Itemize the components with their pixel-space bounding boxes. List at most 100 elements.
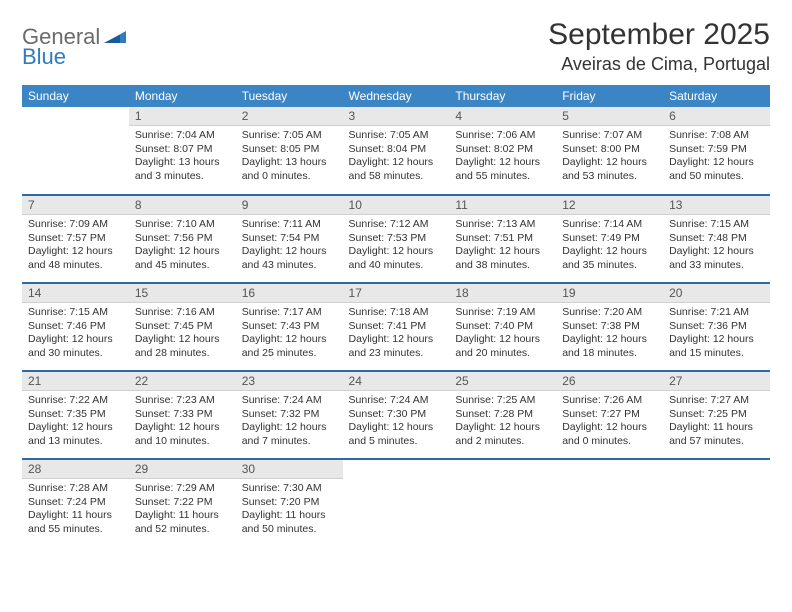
cell-content: Sunrise: 7:15 AMSunset: 7:48 PMDaylight:… bbox=[663, 215, 770, 278]
calendar-cell: 11Sunrise: 7:13 AMSunset: 7:51 PMDayligh… bbox=[449, 195, 556, 283]
date-number: 10 bbox=[343, 196, 450, 215]
calendar-cell: 30Sunrise: 7:30 AMSunset: 7:20 PMDayligh… bbox=[236, 459, 343, 547]
calendar-cell: 4Sunrise: 7:06 AMSunset: 8:02 PMDaylight… bbox=[449, 107, 556, 195]
calendar-row: 1Sunrise: 7:04 AMSunset: 8:07 PMDaylight… bbox=[22, 107, 770, 195]
cell-content: Sunrise: 7:24 AMSunset: 7:30 PMDaylight:… bbox=[343, 391, 450, 454]
date-number: 27 bbox=[663, 372, 770, 391]
date-number: 28 bbox=[22, 460, 129, 479]
date-number: 11 bbox=[449, 196, 556, 215]
calendar-cell: 18Sunrise: 7:19 AMSunset: 7:40 PMDayligh… bbox=[449, 283, 556, 371]
calendar-cell bbox=[449, 459, 556, 547]
cell-content: Sunrise: 7:12 AMSunset: 7:53 PMDaylight:… bbox=[343, 215, 450, 278]
calendar-cell: 28Sunrise: 7:28 AMSunset: 7:24 PMDayligh… bbox=[22, 459, 129, 547]
calendar-cell: 22Sunrise: 7:23 AMSunset: 7:33 PMDayligh… bbox=[129, 371, 236, 459]
calendar-cell: 19Sunrise: 7:20 AMSunset: 7:38 PMDayligh… bbox=[556, 283, 663, 371]
calendar-cell: 29Sunrise: 7:29 AMSunset: 7:22 PMDayligh… bbox=[129, 459, 236, 547]
calendar-cell: 1Sunrise: 7:04 AMSunset: 8:07 PMDaylight… bbox=[129, 107, 236, 195]
calendar-cell: 14Sunrise: 7:15 AMSunset: 7:46 PMDayligh… bbox=[22, 283, 129, 371]
calendar-cell: 2Sunrise: 7:05 AMSunset: 8:05 PMDaylight… bbox=[236, 107, 343, 195]
date-number: 20 bbox=[663, 284, 770, 303]
cell-content: Sunrise: 7:06 AMSunset: 8:02 PMDaylight:… bbox=[449, 126, 556, 189]
date-number: 4 bbox=[449, 107, 556, 126]
day-header: Saturday bbox=[663, 85, 770, 107]
calendar-cell bbox=[556, 459, 663, 547]
date-number: 23 bbox=[236, 372, 343, 391]
header: General September 2025 Aveiras de Cima, … bbox=[22, 18, 770, 75]
calendar-cell: 13Sunrise: 7:15 AMSunset: 7:48 PMDayligh… bbox=[663, 195, 770, 283]
date-number: 21 bbox=[22, 372, 129, 391]
calendar-cell: 8Sunrise: 7:10 AMSunset: 7:56 PMDaylight… bbox=[129, 195, 236, 283]
month-title: September 2025 bbox=[548, 18, 770, 52]
logo-text-blue: Blue bbox=[22, 44, 66, 69]
date-number: 2 bbox=[236, 107, 343, 126]
cell-content: Sunrise: 7:04 AMSunset: 8:07 PMDaylight:… bbox=[129, 126, 236, 189]
cell-content: Sunrise: 7:26 AMSunset: 7:27 PMDaylight:… bbox=[556, 391, 663, 454]
date-number: 30 bbox=[236, 460, 343, 479]
date-number: 19 bbox=[556, 284, 663, 303]
cell-content: Sunrise: 7:25 AMSunset: 7:28 PMDaylight:… bbox=[449, 391, 556, 454]
cell-content: Sunrise: 7:09 AMSunset: 7:57 PMDaylight:… bbox=[22, 215, 129, 278]
date-number: 22 bbox=[129, 372, 236, 391]
day-header-row: SundayMondayTuesdayWednesdayThursdayFrid… bbox=[22, 85, 770, 107]
calendar-cell: 6Sunrise: 7:08 AMSunset: 7:59 PMDaylight… bbox=[663, 107, 770, 195]
calendar-cell: 21Sunrise: 7:22 AMSunset: 7:35 PMDayligh… bbox=[22, 371, 129, 459]
date-number: 3 bbox=[343, 107, 450, 126]
calendar-cell: 16Sunrise: 7:17 AMSunset: 7:43 PMDayligh… bbox=[236, 283, 343, 371]
cell-content: Sunrise: 7:07 AMSunset: 8:00 PMDaylight:… bbox=[556, 126, 663, 189]
cell-content: Sunrise: 7:19 AMSunset: 7:40 PMDaylight:… bbox=[449, 303, 556, 366]
day-header: Tuesday bbox=[236, 85, 343, 107]
date-number: 8 bbox=[129, 196, 236, 215]
date-number: 29 bbox=[129, 460, 236, 479]
date-number: 7 bbox=[22, 196, 129, 215]
calendar-cell: 12Sunrise: 7:14 AMSunset: 7:49 PMDayligh… bbox=[556, 195, 663, 283]
cell-content: Sunrise: 7:23 AMSunset: 7:33 PMDaylight:… bbox=[129, 391, 236, 454]
date-number: 18 bbox=[449, 284, 556, 303]
calendar-row: 21Sunrise: 7:22 AMSunset: 7:35 PMDayligh… bbox=[22, 371, 770, 459]
calendar-cell bbox=[663, 459, 770, 547]
date-number: 26 bbox=[556, 372, 663, 391]
date-number: 13 bbox=[663, 196, 770, 215]
cell-content: Sunrise: 7:08 AMSunset: 7:59 PMDaylight:… bbox=[663, 126, 770, 189]
date-number: 12 bbox=[556, 196, 663, 215]
calendar-cell: 20Sunrise: 7:21 AMSunset: 7:36 PMDayligh… bbox=[663, 283, 770, 371]
cell-content: Sunrise: 7:27 AMSunset: 7:25 PMDaylight:… bbox=[663, 391, 770, 454]
calendar-cell: 25Sunrise: 7:25 AMSunset: 7:28 PMDayligh… bbox=[449, 371, 556, 459]
cell-content: Sunrise: 7:17 AMSunset: 7:43 PMDaylight:… bbox=[236, 303, 343, 366]
date-number: 9 bbox=[236, 196, 343, 215]
cell-content: Sunrise: 7:10 AMSunset: 7:56 PMDaylight:… bbox=[129, 215, 236, 278]
cell-content: Sunrise: 7:11 AMSunset: 7:54 PMDaylight:… bbox=[236, 215, 343, 278]
calendar-cell: 10Sunrise: 7:12 AMSunset: 7:53 PMDayligh… bbox=[343, 195, 450, 283]
cell-content: Sunrise: 7:21 AMSunset: 7:36 PMDaylight:… bbox=[663, 303, 770, 366]
calendar-cell: 24Sunrise: 7:24 AMSunset: 7:30 PMDayligh… bbox=[343, 371, 450, 459]
calendar-cell: 17Sunrise: 7:18 AMSunset: 7:41 PMDayligh… bbox=[343, 283, 450, 371]
calendar-row: 28Sunrise: 7:28 AMSunset: 7:24 PMDayligh… bbox=[22, 459, 770, 547]
calendar-cell: 23Sunrise: 7:24 AMSunset: 7:32 PMDayligh… bbox=[236, 371, 343, 459]
calendar-row: 7Sunrise: 7:09 AMSunset: 7:57 PMDaylight… bbox=[22, 195, 770, 283]
flag-icon bbox=[104, 29, 126, 45]
date-number: 6 bbox=[663, 107, 770, 126]
cell-content: Sunrise: 7:20 AMSunset: 7:38 PMDaylight:… bbox=[556, 303, 663, 366]
cell-content: Sunrise: 7:30 AMSunset: 7:20 PMDaylight:… bbox=[236, 479, 343, 542]
date-number: 14 bbox=[22, 284, 129, 303]
date-number: 15 bbox=[129, 284, 236, 303]
cell-content: Sunrise: 7:14 AMSunset: 7:49 PMDaylight:… bbox=[556, 215, 663, 278]
calendar-cell: 27Sunrise: 7:27 AMSunset: 7:25 PMDayligh… bbox=[663, 371, 770, 459]
calendar-row: 14Sunrise: 7:15 AMSunset: 7:46 PMDayligh… bbox=[22, 283, 770, 371]
cell-content: Sunrise: 7:05 AMSunset: 8:05 PMDaylight:… bbox=[236, 126, 343, 189]
cell-content: Sunrise: 7:28 AMSunset: 7:24 PMDaylight:… bbox=[22, 479, 129, 542]
calendar-cell: 15Sunrise: 7:16 AMSunset: 7:45 PMDayligh… bbox=[129, 283, 236, 371]
calendar-cell bbox=[22, 107, 129, 195]
calendar-cell: 5Sunrise: 7:07 AMSunset: 8:00 PMDaylight… bbox=[556, 107, 663, 195]
date-number: 17 bbox=[343, 284, 450, 303]
calendar-cell: 9Sunrise: 7:11 AMSunset: 7:54 PMDaylight… bbox=[236, 195, 343, 283]
day-header: Wednesday bbox=[343, 85, 450, 107]
cell-content: Sunrise: 7:22 AMSunset: 7:35 PMDaylight:… bbox=[22, 391, 129, 454]
cell-content: Sunrise: 7:24 AMSunset: 7:32 PMDaylight:… bbox=[236, 391, 343, 454]
day-header: Monday bbox=[129, 85, 236, 107]
date-number: 25 bbox=[449, 372, 556, 391]
cell-content: Sunrise: 7:16 AMSunset: 7:45 PMDaylight:… bbox=[129, 303, 236, 366]
cell-content: Sunrise: 7:05 AMSunset: 8:04 PMDaylight:… bbox=[343, 126, 450, 189]
date-number: 5 bbox=[556, 107, 663, 126]
calendar-cell: 7Sunrise: 7:09 AMSunset: 7:57 PMDaylight… bbox=[22, 195, 129, 283]
calendar-table: SundayMondayTuesdayWednesdayThursdayFrid… bbox=[22, 85, 770, 547]
